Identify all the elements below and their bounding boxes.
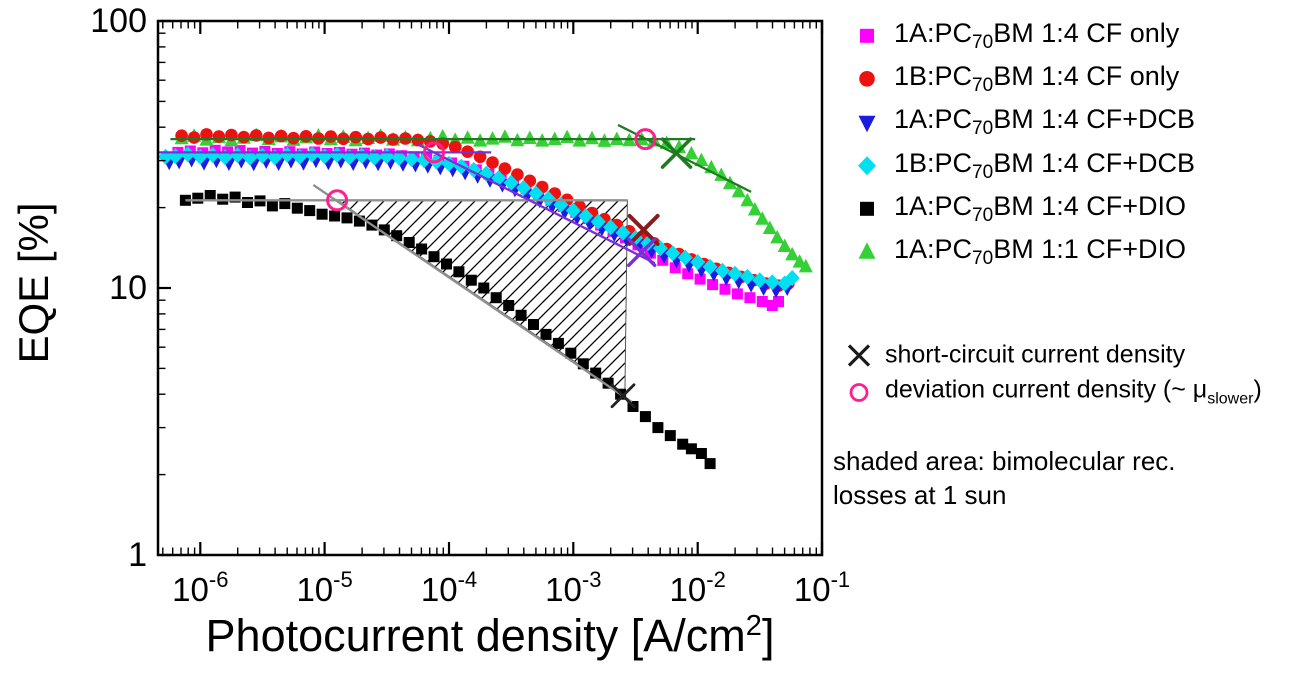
short-circuit-marker [626, 237, 657, 268]
legend-item-label: 1A:PC70BM 1:1 CF+DIO [894, 233, 1186, 270]
shortcircuit-legend-item: short-circuit current density [845, 341, 1185, 370]
legend-item-1a-14-cf-dcb: 1A:PC70BM 1:4 CF+DCB [852, 104, 1195, 140]
legend-marker-square-icon [860, 201, 874, 216]
fit-line-darkgreen-slope [617, 123, 752, 193]
legend-marker-tri_up-icon [858, 242, 876, 259]
shaded-area-note-line2: losses at 1 sun [833, 480, 1007, 510]
legend-item-1b-14-cf-only: 1B:PC70BM 1:4 CF only [852, 61, 1179, 97]
x-axis-title-close: ] [761, 610, 775, 661]
y-tick-label: 1 [128, 536, 147, 574]
legend-item-label: 1B:PC70BM 1:4 CF+DCB [894, 147, 1195, 183]
fit-line-violet-slope [417, 143, 656, 265]
x-axis-title-text: Photocurrent density [A/cm [205, 610, 746, 661]
legend-item-label: 1A:PC70BM 1:4 CF+DCB [894, 104, 1195, 140]
shortcircuit-legend-label: short-circuit current density [885, 340, 1186, 369]
x-tick-label: 10-3 [545, 567, 601, 608]
deviation-legend-item: deviation current density (~ μslower) [845, 376, 1262, 409]
legend-item-label: 1B:PC70BM 1:4 CF only [894, 60, 1180, 97]
y-tick-label: 100 [90, 2, 147, 40]
x-tick-label: 10-2 [670, 567, 726, 608]
deviation-marker [326, 189, 349, 212]
legend-marker-tri_down-icon [858, 115, 876, 132]
shaded-area-note-line1: shaded area: bimolecular rec. [833, 446, 1176, 476]
y-axis-title: EQE [%] [10, 202, 58, 363]
legend-marker-circle-icon [859, 71, 875, 87]
legend-item-label: 1A:PC70BM 1:4 CF+DIO [894, 190, 1186, 226]
shaded-area-note: shaded area: bimolecular rec. losses at … [833, 444, 1176, 512]
deviation-marker [634, 128, 657, 151]
x-tick-label: 10-4 [421, 567, 477, 608]
legend-marker-square-icon [860, 28, 874, 43]
legend-item-1a-14-cf-dio: 1A:PC70BM 1:4 CF+DIO [852, 191, 1186, 227]
deviation-legend-label: deviation current density (~ μslower) [885, 375, 1262, 408]
axis-ticks [158, 19, 824, 557]
short-circuit-marker [610, 383, 636, 409]
fit-line-gray-slope [312, 184, 633, 403]
x-tick-label: 10-5 [296, 567, 352, 608]
y-tick-label: 10 [109, 269, 147, 307]
legend-item-1a-11-cf-dio: 1A:PC70BM 1:1 CF+DIO [852, 234, 1186, 270]
x-axis-title-sup: 2 [745, 610, 762, 642]
legend-item-1a-14-cf-only: 1A:PC70BM 1:4 CF only [852, 18, 1179, 54]
open-circle-icon [849, 382, 869, 402]
y-axis-title-text: EQE [%] [10, 202, 57, 364]
x-tick-label: 10-1 [794, 567, 850, 608]
x-axis-title: Photocurrent density [A/cm2] [206, 610, 775, 662]
short-circuit-marker [660, 137, 693, 169]
x-cross-icon [847, 343, 871, 367]
deviation-marker [423, 141, 445, 164]
legend-item-1b-14-cf-dcb: 1B:PC70BM 1:4 CF+DCB [852, 147, 1195, 183]
x-tick-label: 10-6 [172, 567, 228, 608]
legend-item-label: 1A:PC70BM 1:4 CF only [894, 17, 1180, 54]
legend-marker-diamond-icon [858, 156, 876, 176]
